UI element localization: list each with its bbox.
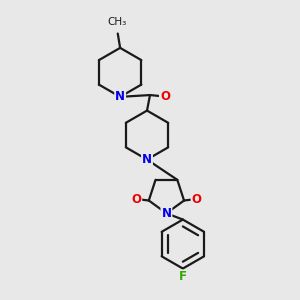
Text: O: O [131,193,141,206]
Text: N: N [142,153,152,166]
Text: O: O [192,193,202,206]
Text: N: N [161,207,171,220]
Text: O: O [160,90,170,103]
Text: F: F [179,270,187,284]
Text: N: N [115,90,125,103]
Text: CH₃: CH₃ [107,17,127,27]
